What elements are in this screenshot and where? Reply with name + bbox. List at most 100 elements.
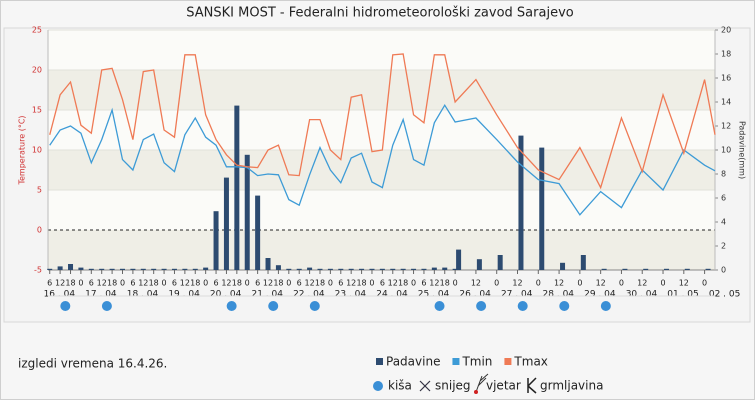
date-label: 30 . 04 xyxy=(626,290,658,300)
bar xyxy=(68,264,74,270)
y-tick-label: -5 xyxy=(34,266,42,275)
bar xyxy=(57,266,63,270)
x-tick-label: 12 xyxy=(388,279,398,288)
x-tick-label: 18 xyxy=(232,279,242,288)
bar xyxy=(359,268,365,270)
y-tick-label: 15 xyxy=(32,106,42,115)
x-tick-label: 0 xyxy=(286,279,291,288)
x-tick-label: 0 xyxy=(162,279,167,288)
x-tick-label: 18 xyxy=(65,279,75,288)
legend-label: Padavine xyxy=(386,355,440,369)
bar xyxy=(192,268,198,270)
bar xyxy=(161,268,167,270)
grid-band xyxy=(48,150,715,190)
grid-band xyxy=(48,230,715,270)
y-axis-title: Temperature (°C) xyxy=(18,115,27,185)
bar xyxy=(171,268,177,270)
date-label: 21 . 04 xyxy=(251,290,283,300)
bar xyxy=(182,268,188,270)
y-tick-label: 10 xyxy=(32,146,42,155)
y2-tick-label: 12 xyxy=(721,122,731,131)
legend-label: Tmax xyxy=(513,355,547,369)
bar xyxy=(348,268,354,270)
bar xyxy=(223,177,229,270)
x-tick-label: 6 xyxy=(255,279,260,288)
y-tick-label: 20 xyxy=(32,66,42,75)
bar xyxy=(307,267,313,270)
bar xyxy=(88,268,94,270)
rain-icon xyxy=(559,301,570,311)
x-tick-label: 12 xyxy=(346,279,356,288)
legend-icon xyxy=(373,381,383,391)
x-tick-label: 6 xyxy=(47,279,52,288)
date-label: 01 . 05 xyxy=(667,290,699,300)
rain-icon xyxy=(600,301,611,311)
rain-icon xyxy=(60,301,71,311)
y-tick-label: 0 xyxy=(37,226,42,235)
bar xyxy=(560,262,566,270)
x-tick-label: 0 xyxy=(702,279,707,288)
rain-icon xyxy=(309,301,320,311)
bar xyxy=(431,267,437,270)
date-label: 23 . 04 xyxy=(335,290,367,300)
x-tick-label: 0 xyxy=(203,279,208,288)
legend-icon xyxy=(527,377,537,394)
x-tick-label: 6 xyxy=(297,279,302,288)
date-label: 24 . 04 xyxy=(376,290,408,300)
x-tick-label: 0 xyxy=(245,279,250,288)
x-tick-label: 6 xyxy=(130,279,135,288)
bar xyxy=(244,154,250,270)
x-tick-label: 18 xyxy=(149,279,159,288)
bar xyxy=(456,249,462,270)
date-label: 27 . 04 xyxy=(501,290,533,300)
x-tick-label: 0 xyxy=(78,279,83,288)
rain-icon xyxy=(517,301,528,311)
bar xyxy=(476,259,482,270)
x-tick-label: 12 xyxy=(55,279,65,288)
legend-label: Tmin xyxy=(461,355,492,369)
bar xyxy=(705,268,711,270)
bar xyxy=(390,268,396,270)
x-tick-label: 18 xyxy=(440,279,450,288)
bar xyxy=(643,268,649,270)
x-tick-label: 0 xyxy=(120,279,125,288)
x-tick-label: 18 xyxy=(398,279,408,288)
forecast-note: izgledi vremena 16.4.26. xyxy=(18,357,167,371)
x-tick-label: 6 xyxy=(380,279,385,288)
y2-tick-label: 14 xyxy=(721,98,731,107)
x-tick-label: 0 xyxy=(494,279,499,288)
x-tick-label: 6 xyxy=(89,279,94,288)
rain-icon xyxy=(226,301,237,311)
x-tick-label: 12 xyxy=(305,279,315,288)
x-tick-label: 12 xyxy=(679,279,689,288)
x-tick-label: 18 xyxy=(356,279,366,288)
y2-axis-title: Padavine(mm) xyxy=(738,121,747,179)
x-tick-label: 18 xyxy=(273,279,283,288)
bar xyxy=(684,268,690,270)
rain-icon xyxy=(101,301,112,311)
x-tick-label: 12 xyxy=(221,279,231,288)
bar xyxy=(369,268,375,270)
date-label: 16 . 04 xyxy=(44,290,76,300)
date-label: 19 . 04 xyxy=(168,290,200,300)
line xyxy=(49,53,716,190)
bar xyxy=(317,268,323,270)
bar xyxy=(99,268,105,270)
y2-tick-label: 4 xyxy=(721,218,726,227)
legend-label: snijeg xyxy=(435,379,471,393)
x-tick-label: 6 xyxy=(421,279,426,288)
bar xyxy=(213,211,219,270)
legend-label: kiša xyxy=(388,379,412,393)
chart-title: SANSKI MOST - Federalni hidrometeorološk… xyxy=(186,6,573,21)
bar xyxy=(203,267,209,270)
bar xyxy=(296,268,302,270)
legend-label: grmljavina xyxy=(540,379,603,393)
y2-tick-label: 18 xyxy=(721,50,731,59)
bar xyxy=(400,268,406,270)
x-tick-label: 6 xyxy=(214,279,219,288)
x-tick-label: 0 xyxy=(577,279,582,288)
bar xyxy=(539,147,545,270)
bar xyxy=(286,268,292,270)
legend-icon xyxy=(474,390,478,394)
